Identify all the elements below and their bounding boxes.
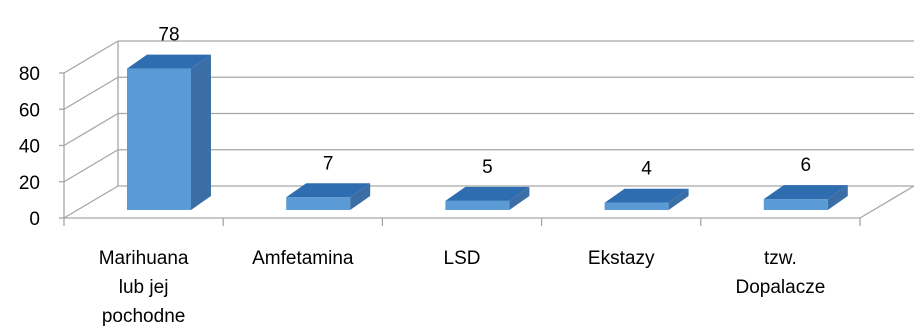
category-label-line: Ekstazy (588, 248, 655, 269)
category-label-line: LSD (444, 248, 481, 269)
bar (763, 185, 848, 210)
y-tick-label: 20 (19, 173, 40, 194)
category-labels: Marihuana lub jej pochodne Amfetamina LSD Eks… (99, 248, 826, 327)
gridline-diagonal (63, 112, 119, 147)
category-label: Ekstazy (588, 248, 655, 269)
bar (445, 186, 530, 210)
bar-front-face (286, 197, 351, 210)
y-tick-label: 80 (19, 64, 40, 85)
gridlines (63, 40, 914, 219)
gridline-diagonal (63, 76, 119, 110)
bar-side-face (350, 183, 371, 210)
data-label: 4 (641, 159, 652, 180)
y-tick-label: 60 (19, 100, 40, 121)
bar-side-face (509, 186, 530, 210)
category-label: LSD (444, 248, 481, 269)
y-tick-label: 40 (19, 137, 40, 158)
bar-front-face (445, 200, 510, 210)
bar-side-face (668, 188, 689, 210)
data-label: 7 (323, 153, 334, 174)
bar-side-face (190, 54, 211, 210)
bar-front-face (763, 199, 828, 210)
data-label: 5 (482, 157, 493, 178)
bars (126, 54, 848, 210)
axes (63, 41, 915, 226)
bar (286, 183, 371, 210)
data-label: 78 (158, 25, 179, 46)
bar-side-face (827, 185, 848, 210)
gridline-diagonal (63, 149, 119, 183)
bar-top-face (286, 183, 371, 198)
bar-top-face (445, 186, 530, 201)
category-label-line: tzw. (764, 248, 797, 269)
data-label: 6 (800, 155, 811, 176)
y-tick-label: 0 (29, 209, 40, 230)
bar (604, 188, 689, 210)
bar (126, 54, 211, 210)
category-label: tzw. Dopalacze (736, 248, 826, 298)
data-labels: 78 7 5 4 6 (158, 25, 811, 180)
bar-front-face (604, 202, 669, 210)
bar-top-face (126, 54, 211, 69)
category-label-line: Dopalacze (736, 277, 826, 298)
gridline-diagonal (63, 40, 119, 74)
category-label: Amfetamina (252, 248, 354, 269)
category-label-line: lub jej (119, 277, 169, 298)
gridline-diagonal (63, 185, 119, 219)
category-label-line: Amfetamina (252, 248, 354, 269)
bar-top-face (604, 188, 689, 203)
floor-right-edge (859, 185, 915, 219)
category-label-line: pochodne (102, 306, 185, 327)
bar-top-face (763, 185, 848, 200)
bar-front-face (126, 68, 191, 210)
y-axis-ticks: 0 20 40 60 80 (19, 64, 64, 230)
category-label-line: Marihuana (99, 248, 189, 269)
category-label: Marihuana lub jej pochodne (99, 248, 189, 327)
